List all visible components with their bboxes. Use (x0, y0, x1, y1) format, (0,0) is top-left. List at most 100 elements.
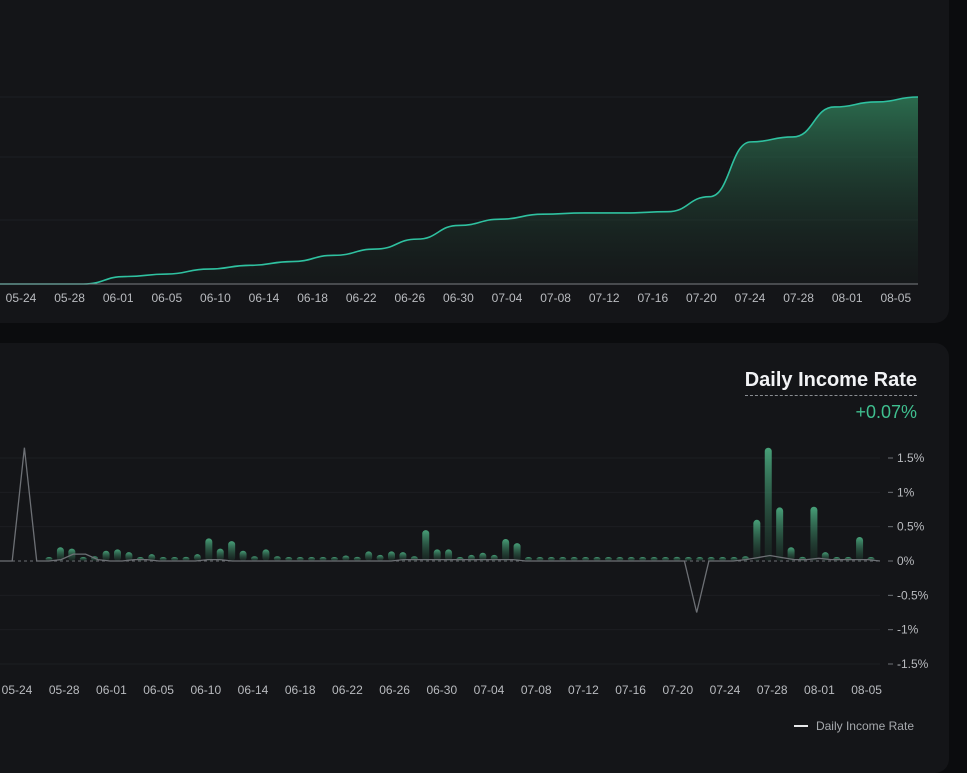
y-tick-label: 1% (897, 485, 915, 499)
rate-bar (353, 556, 361, 561)
rate-bar (719, 557, 727, 561)
rate-bar (159, 557, 167, 561)
rate-bar (125, 552, 133, 561)
current-rate-value: +0.07% (855, 402, 917, 422)
rate-bar (707, 557, 715, 561)
rate-bar (776, 507, 784, 561)
rate-bar (228, 541, 236, 561)
x-tick-label: 07-28 (783, 291, 814, 305)
rate-bar (627, 557, 635, 561)
chart-legend[interactable]: Daily Income Rate (793, 719, 914, 733)
x-tick-label: 07-08 (540, 291, 571, 305)
x-tick-label: 05-28 (49, 683, 80, 697)
rate-bar (410, 556, 418, 561)
rate-bar (56, 547, 64, 561)
rate-bar (216, 548, 224, 561)
x-tick-label: 08-05 (880, 291, 911, 305)
rate-bar (262, 549, 270, 561)
daily-income-rate-chart: 1.5% 1% 0.5% 0% -0.5% -1% -1.5% 05-24 05-28 06-01… (0, 447, 929, 697)
x-tick-label: 08-01 (804, 683, 835, 697)
x-tick-label: 07-12 (589, 291, 620, 305)
rate-bar (787, 547, 795, 561)
rate-bar (753, 519, 761, 561)
x-tick-label: 06-30 (426, 683, 457, 697)
rate-bar (479, 552, 487, 561)
x-tick-label: 06-01 (103, 291, 134, 305)
rate-bar (650, 557, 658, 561)
rate-header: Daily Income Rate +0.07% (744, 369, 917, 423)
rate-bar (616, 557, 624, 561)
rate-bar (502, 539, 510, 561)
rate-bar (319, 557, 327, 561)
x-tick-label: 07-16 (615, 683, 646, 697)
rate-bar (308, 557, 316, 561)
rate-bar (239, 550, 247, 561)
rate-bar (547, 557, 555, 561)
x-tick-label: 06-22 (346, 291, 377, 305)
rate-bar (662, 557, 669, 561)
rate-bar (639, 557, 647, 561)
rate-bar (376, 554, 384, 561)
rate-bar (593, 557, 601, 561)
x-tick-label: 08-01 (832, 291, 863, 305)
rate-bar (445, 549, 453, 561)
x-tick-label: 06-18 (285, 683, 316, 697)
rate-bar (171, 557, 179, 561)
rate-bar (684, 557, 692, 561)
legend-label: Daily Income Rate (815, 719, 914, 733)
rate-bar (285, 557, 293, 561)
x-tick-label: 05-28 (54, 291, 85, 305)
x-tick-label: 06-01 (96, 683, 127, 697)
x-tick-label: 06-26 (394, 291, 425, 305)
y-tick-label: 0% (897, 554, 915, 568)
x-tick-label: 07-04 (492, 291, 523, 305)
y-tick-label: -1% (897, 623, 919, 637)
rate-bar (810, 506, 818, 561)
legend-line-swatch (793, 725, 808, 727)
x-tick-label: 06-05 (143, 683, 174, 697)
rate-bar (422, 530, 430, 561)
rate-bar (251, 556, 258, 561)
rate-bar (764, 447, 772, 561)
rate-bar (582, 557, 590, 561)
rate-bar (799, 556, 806, 561)
x-tick-label: 06-05 (151, 291, 182, 305)
x-tick-label: 05-24 (2, 683, 33, 697)
rate-bar (148, 554, 156, 561)
y-tick-label: -1.5% (897, 657, 929, 671)
rate-bar (330, 557, 338, 561)
rate-bar (114, 549, 121, 561)
x-tick-label: 06-30 (443, 291, 474, 305)
rate-bar (399, 552, 407, 561)
rate-bar (559, 557, 567, 561)
rate-bar (604, 557, 612, 561)
x-tick-label: 06-10 (190, 683, 221, 697)
rate-bar (525, 557, 532, 561)
cumulative-area (0, 97, 918, 284)
rate-bar (730, 557, 738, 561)
x-tick-label: 06-18 (297, 291, 328, 305)
cumulative-income-chart: 05-24 05-28 06-01 06-05 06-10 06-14 06-18 06-22… (0, 96, 919, 305)
rate-bar (696, 557, 704, 561)
rate-bar (388, 551, 395, 561)
rate-bar (45, 557, 53, 561)
rate-bar (182, 556, 190, 561)
rate-bar (536, 557, 544, 561)
x-tick-label: 05-24 (6, 291, 37, 305)
x-tick-label: 06-14 (249, 291, 280, 305)
rate-bar (570, 557, 578, 561)
rate-bar (296, 557, 304, 561)
rate-bar (342, 555, 350, 561)
x-tick-label: 07-24 (735, 291, 766, 305)
x-tick-label: 08-05 (851, 683, 882, 697)
x-tick-label: 07-20 (662, 683, 693, 697)
rate-bar (433, 549, 441, 561)
rate-bar (513, 543, 521, 561)
x-tick-label: 06-14 (238, 683, 269, 697)
chart-title[interactable]: Daily Income Rate (744, 369, 917, 396)
rate-bar (673, 556, 681, 561)
x-tick-label: 06-22 (332, 683, 363, 697)
rate-bar (102, 550, 110, 561)
x-tick-label: 07-24 (710, 683, 741, 697)
x-tick-label: 07-16 (637, 291, 668, 305)
